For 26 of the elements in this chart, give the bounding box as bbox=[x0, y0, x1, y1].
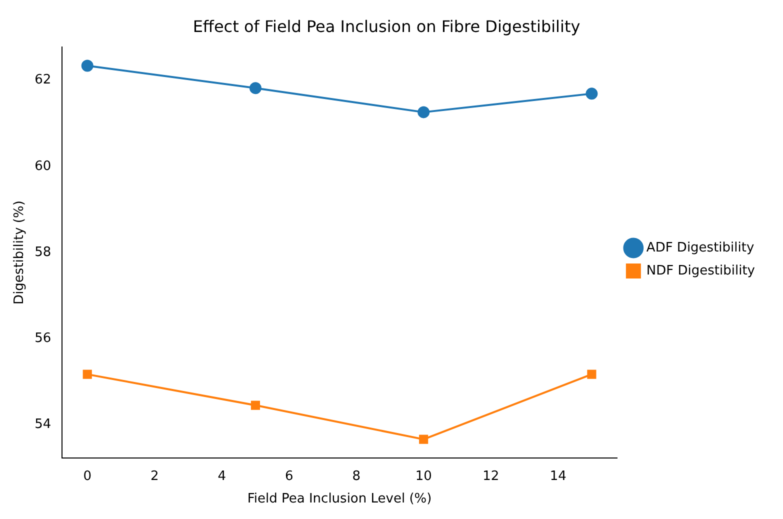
x-tick-label: 2 bbox=[150, 468, 159, 484]
legend-label: NDF Digestibility bbox=[646, 263, 756, 278]
y-axis-title: Digestibility (%) bbox=[12, 200, 28, 304]
point bbox=[81, 60, 94, 72]
point bbox=[586, 88, 598, 100]
point bbox=[418, 106, 430, 118]
point bbox=[82, 370, 92, 379]
point bbox=[249, 82, 262, 94]
x-axis-title: Field Pea Inclusion Level (%) bbox=[247, 492, 432, 507]
y-tick-label: 62 bbox=[34, 72, 52, 88]
y-tick-label: 58 bbox=[34, 244, 52, 260]
point bbox=[419, 434, 428, 444]
point bbox=[587, 370, 596, 379]
y-tick-label: 56 bbox=[34, 330, 52, 346]
x-tick-label: 8 bbox=[352, 468, 360, 484]
legend-label: ADF Digestibility bbox=[646, 240, 754, 256]
x-tick-label: 14 bbox=[550, 468, 566, 484]
point bbox=[250, 400, 260, 410]
chart-title: Effect of Field Pea Inclusion on Fibre Digestibility bbox=[192, 16, 580, 36]
x-tick-label: 0 bbox=[83, 468, 92, 484]
y-tick-label: 60 bbox=[34, 158, 52, 174]
y-tick-label: 54 bbox=[34, 417, 52, 432]
x-tick-label: 4 bbox=[218, 468, 226, 484]
x-tick-label: 6 bbox=[284, 468, 294, 484]
x-tick-label: 10 bbox=[415, 468, 432, 484]
x-tick-label: 12 bbox=[482, 468, 500, 484]
